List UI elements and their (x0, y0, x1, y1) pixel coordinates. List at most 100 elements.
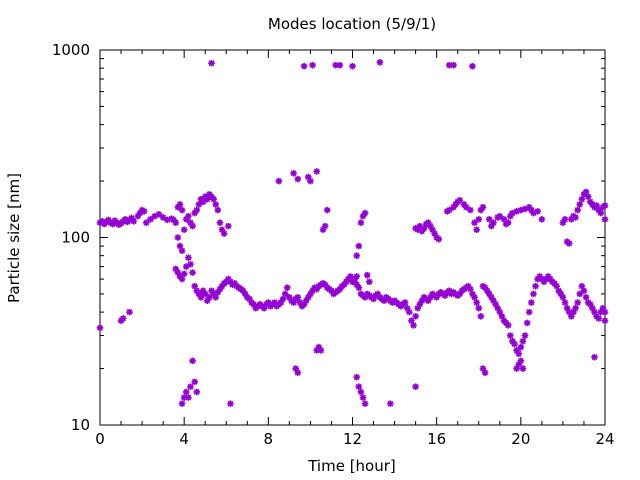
data-point (206, 293, 213, 301)
data-point (275, 177, 283, 185)
data-point (174, 203, 182, 211)
data-point (355, 242, 363, 250)
data-point (572, 304, 579, 312)
data-point (214, 289, 222, 296)
data-point (553, 282, 560, 290)
data-point (271, 299, 278, 306)
data-point (601, 216, 609, 223)
data-point (363, 271, 371, 279)
data-point (216, 285, 224, 293)
data-point (498, 312, 506, 320)
data-point (513, 347, 520, 354)
data-point (521, 332, 529, 339)
data-point (231, 279, 238, 287)
chart-title: Modes location (5/9/1) (268, 15, 436, 33)
data-point (178, 400, 186, 407)
data-point (572, 214, 579, 221)
data-point (349, 62, 356, 70)
x-axis-label: Time [hour] (307, 457, 396, 475)
data-point (185, 394, 192, 401)
data-point (534, 275, 541, 283)
data-point (561, 299, 569, 306)
data-point (578, 195, 586, 203)
data-point (467, 285, 474, 293)
data-point (530, 209, 537, 217)
data-point (586, 198, 594, 206)
data-point (227, 278, 234, 286)
data-point (305, 293, 312, 301)
data-point (427, 293, 434, 301)
data-point (456, 290, 464, 298)
data-point (424, 297, 432, 305)
data-point (214, 206, 222, 214)
data-point (376, 58, 384, 66)
data-point (309, 61, 316, 69)
data-point (481, 369, 489, 377)
data-point (332, 61, 339, 69)
data-point (467, 206, 474, 214)
data-point (212, 201, 220, 208)
data-point (109, 220, 116, 228)
data-point (551, 279, 558, 287)
data-point (416, 222, 424, 230)
data-point (504, 219, 512, 226)
data-point (294, 175, 302, 183)
data-point (180, 226, 188, 234)
data-point (241, 290, 249, 298)
data-point (504, 322, 512, 329)
data-point (182, 216, 190, 223)
data-point (424, 219, 432, 226)
data-point (220, 230, 228, 237)
data-point (178, 247, 186, 255)
data-point (182, 263, 190, 270)
data-point (485, 216, 493, 223)
data-point (471, 293, 478, 301)
data-point (300, 62, 308, 70)
data-point (488, 293, 495, 301)
data-point (218, 282, 226, 290)
data-point (513, 365, 520, 372)
data-point (420, 224, 428, 232)
data-point (187, 219, 194, 226)
data-point (456, 196, 464, 204)
data-point (208, 287, 215, 295)
data-point (582, 293, 590, 301)
data-point (412, 312, 419, 320)
data-point (187, 260, 194, 268)
data-point (464, 282, 472, 290)
y-tick-label: 100 (61, 229, 90, 247)
data-point (239, 287, 247, 295)
data-point (475, 216, 483, 223)
data-point (462, 203, 470, 211)
data-point (174, 269, 182, 276)
data-point (469, 62, 476, 70)
data-point (576, 201, 584, 208)
data-point (414, 226, 422, 234)
data-point (185, 254, 192, 262)
data-point (96, 324, 104, 332)
data-point (523, 319, 531, 327)
data-point (601, 308, 609, 316)
data-point (302, 297, 310, 305)
data-point (359, 394, 367, 401)
data-point (494, 304, 501, 312)
data-point (225, 222, 232, 230)
data-point (185, 212, 192, 220)
data-point (210, 290, 217, 298)
data-point (204, 195, 211, 203)
data-point (366, 278, 373, 286)
data-point (427, 222, 434, 230)
data-point (208, 59, 215, 67)
x-tick-label: 0 (95, 430, 105, 448)
data-point (576, 290, 584, 298)
data-point (570, 308, 577, 316)
data-point (172, 265, 180, 273)
data-point (191, 378, 198, 386)
data-point (349, 278, 356, 286)
data-point (193, 206, 201, 214)
data-point (212, 293, 220, 301)
y-axis-label: Particle size [nm] (5, 173, 23, 303)
data-point (180, 270, 188, 278)
data-point (128, 214, 135, 222)
data-point (142, 219, 150, 226)
